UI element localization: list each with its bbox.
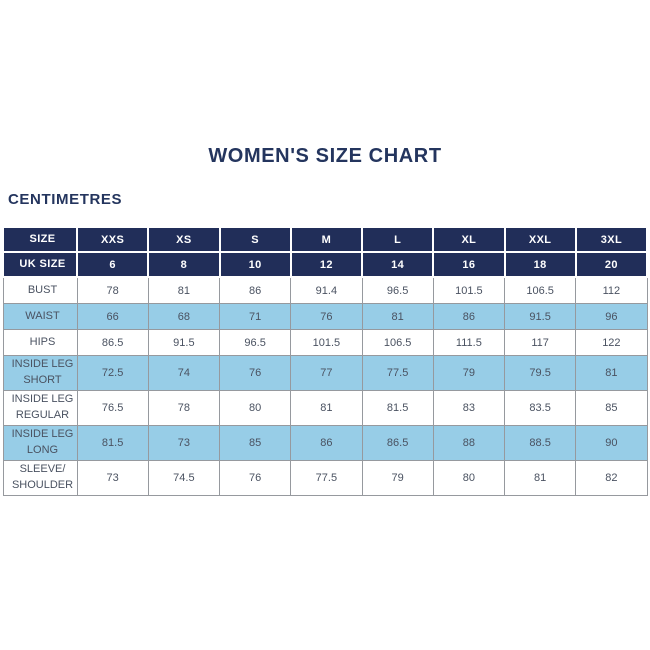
value-cell: 77.5 [290,459,363,496]
value-cell: XXL [503,226,577,253]
value-cell: 74 [147,355,221,391]
value-cell: 88 [432,424,506,461]
value-cell: 80 [432,459,506,496]
value-cell: 88.5 [503,424,577,461]
value-cell: 86 [218,276,292,304]
row-label: WAIST [2,303,78,330]
value-cell: XXS [75,226,150,253]
value-cell: 77 [290,355,363,391]
value-cell: 73 [76,459,149,496]
value-cell: 81.5 [361,389,434,426]
value-cell: 82 [575,459,648,496]
value-cell: 85 [218,424,292,461]
value-cell: 68 [147,303,221,330]
value-cell: 86 [290,424,363,461]
value-cell: 91.5 [503,303,577,330]
value-cell: 80 [218,389,292,426]
value-cell: S [218,226,292,253]
size-table: SIZE XXS XS S M L XL XXL 3XL UK SIZE 6 8 10 12 14 16 18 2… [2,226,649,496]
value-cell: 77.5 [361,355,434,391]
value-cell: 112 [575,276,648,304]
row-label: INSIDE LEG SHORT [2,355,78,391]
value-cell: 81 [503,459,577,496]
value-cell: 12 [289,251,364,278]
row-label: BUST [2,276,78,304]
value-cell: 18 [503,251,577,278]
size-header-row: SIZE XXS XS S M L XL XXL 3XL [2,226,649,253]
row-label: SIZE [2,226,78,253]
measurement-row: BUST 78 81 86 91.4 96.5 101.5 106.5 112 [2,276,648,304]
value-cell: 72.5 [76,355,149,391]
value-cell: 78 [76,276,149,304]
row-label: SLEEVE/​SHOULDER [2,459,78,496]
value-cell: 101.5 [432,276,506,304]
value-cell: 8 [147,251,221,278]
value-cell: 96.5 [361,276,434,304]
row-label: INSIDE LEG REGULAR [2,389,78,426]
value-cell: 86.5 [361,424,434,461]
measurement-row: INSIDE LEG REGULAR 76.5 78 80 81 81.5 83 83.5 85 [2,389,648,426]
measurement-row: INSIDE LEG SHORT 72.5 74 76 77 77.5 79 79.5 81 [2,355,648,391]
row-label: INSIDE LEG LONG [2,424,78,461]
value-cell: 73 [147,424,221,461]
value-cell: 3XL [574,226,649,253]
value-cell: 86 [432,303,506,330]
value-cell: 76 [218,459,292,496]
value-cell: 79.5 [503,355,577,391]
value-cell: 76 [290,303,363,330]
value-cell: 81 [290,389,363,426]
measurement-row: SLEEVE/​SHOULDER 73 74.5 76 77.5 79 80 81 82 [2,459,648,496]
value-cell: 16 [432,251,506,278]
value-cell: 83.5 [503,389,577,426]
unit-label: CENTIMETRES [8,191,123,208]
value-cell: 117 [503,329,577,356]
value-cell: 96.5 [218,329,292,356]
value-cell: 91.4 [290,276,363,304]
value-cell: 20 [574,251,649,278]
value-cell: 83 [432,389,506,426]
value-cell: 10 [218,251,292,278]
measurement-row: WAIST 66 68 71 76 81 86 91.5 96 [2,303,648,330]
value-cell: 81.5 [76,424,149,461]
value-cell: 79 [432,355,506,391]
value-cell: 111.5 [432,329,506,356]
row-label: HIPS [2,329,78,356]
value-cell: 106.5 [361,329,434,356]
value-cell: 91.5 [147,329,221,356]
value-cell: 76.5 [76,389,149,426]
size-table-body: SIZE XXS XS S M L XL XXL 3XL UK SIZE 6 8 10 12 14 16 18 2… [2,226,649,496]
value-cell: 66 [76,303,149,330]
uk-size-header-row: UK SIZE 6 8 10 12 14 16 18 20 [2,251,649,278]
value-cell: 122 [575,329,648,356]
value-cell: 96 [575,303,648,330]
page-title: WOMEN'S SIZE CHART [208,145,442,167]
value-cell: XL [432,226,506,253]
value-cell: 81 [575,355,648,391]
value-cell: 90 [575,424,648,461]
value-cell: 86.5 [76,329,149,356]
row-label: UK SIZE [2,251,78,278]
measurement-row: INSIDE LEG LONG 81.5 73 85 86 86.5 88 88.5 90 [2,424,648,461]
value-cell: 106.5 [503,276,577,304]
value-cell: 81 [361,303,434,330]
measurement-row: HIPS 86.5 91.5 96.5 101.5 106.5 111.5 117 122 [2,329,648,356]
value-cell: XS [147,226,221,253]
value-cell: L [360,226,435,253]
value-cell: M [289,226,364,253]
value-cell: 85 [575,389,648,426]
value-cell: 78 [147,389,221,426]
value-cell: 101.5 [290,329,363,356]
value-cell: 81 [147,276,221,304]
value-cell: 76 [218,355,292,391]
value-cell: 14 [360,251,435,278]
value-cell: 71 [218,303,292,330]
value-cell: 74.5 [147,459,221,496]
value-cell: 79 [361,459,434,496]
value-cell: 6 [75,251,150,278]
